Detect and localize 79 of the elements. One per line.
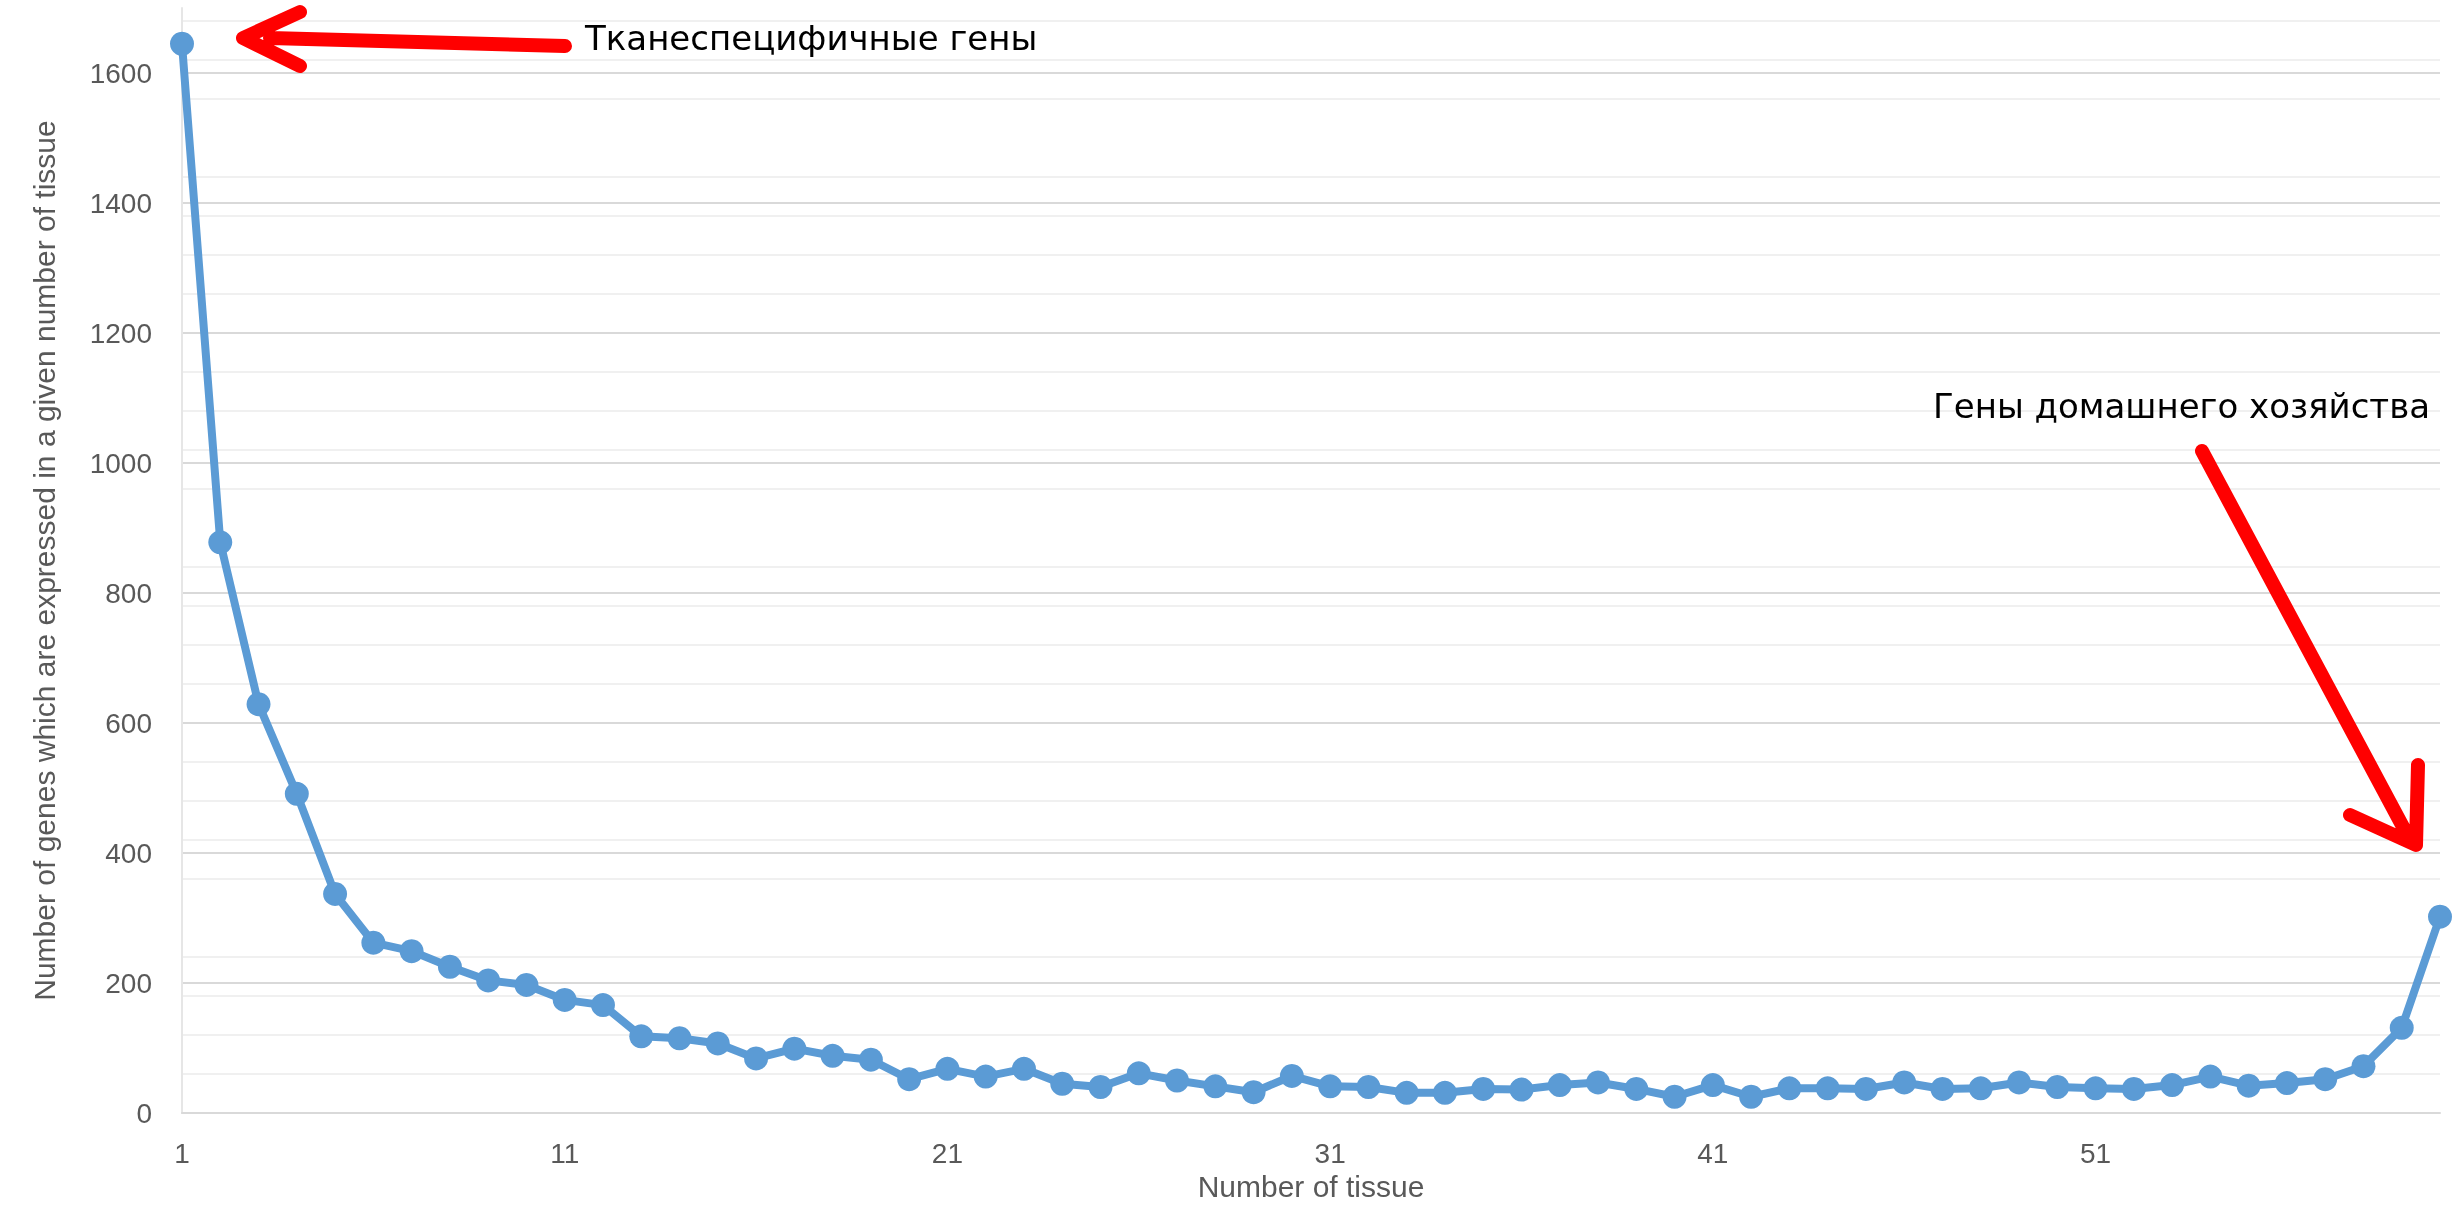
y-tick-label: 800 xyxy=(105,577,152,609)
point xyxy=(1547,1073,1572,1098)
point xyxy=(1968,1076,1993,1101)
point xyxy=(2083,1076,2108,1101)
point xyxy=(973,1064,998,1089)
point xyxy=(208,530,233,555)
point xyxy=(2428,904,2452,929)
point xyxy=(2351,1054,2376,1079)
point xyxy=(1011,1056,1036,1081)
point xyxy=(1930,1076,1955,1101)
point xyxy=(2007,1070,2032,1095)
point xyxy=(1815,1076,1840,1101)
point xyxy=(170,31,194,56)
point xyxy=(897,1067,922,1092)
point xyxy=(820,1043,845,1068)
point xyxy=(2313,1067,2338,1092)
x-tick-label: 11 xyxy=(550,1137,580,1169)
point xyxy=(1471,1076,1496,1101)
y-tick-label: 0 xyxy=(136,1097,152,1129)
point xyxy=(2389,1015,2414,1040)
point xyxy=(1509,1077,1534,1102)
point xyxy=(1050,1071,1075,1096)
x-tick-label: 31 xyxy=(1314,1137,1346,1169)
point xyxy=(323,881,348,906)
point xyxy=(1279,1063,1304,1088)
x-tick-label: 1 xyxy=(174,1137,190,1169)
x-tick-label: 51 xyxy=(2079,1137,2112,1169)
point xyxy=(514,972,539,997)
point xyxy=(2198,1064,2223,1089)
x-axis-title: Number of tissue xyxy=(1197,1170,1425,1204)
point xyxy=(1126,1061,1151,1086)
y-tick-label: 1600 xyxy=(89,57,152,89)
x-tick-label: 41 xyxy=(1697,1137,1729,1169)
point xyxy=(1088,1075,1113,1099)
annotation: Гены домашнего хозяйства xyxy=(1933,386,2430,426)
point xyxy=(1624,1076,1649,1101)
point xyxy=(1318,1074,1343,1099)
point xyxy=(1700,1073,1725,1098)
point xyxy=(1241,1080,1266,1105)
point xyxy=(1853,1076,1878,1101)
point xyxy=(1165,1068,1190,1093)
point xyxy=(2160,1073,2185,1098)
point xyxy=(1892,1070,1917,1095)
point xyxy=(1586,1070,1611,1095)
y-tick-label: 1200 xyxy=(89,317,152,349)
point xyxy=(744,1046,769,1071)
point xyxy=(667,1026,692,1051)
point xyxy=(1356,1075,1381,1099)
y-tick-label: 1000 xyxy=(89,447,152,479)
y-axis-title: Number of genes which are expressed in a given number of tissue xyxy=(27,120,61,1001)
y-tick-label: 600 xyxy=(105,707,152,739)
point xyxy=(1739,1084,1764,1109)
y-tick-label: 1400 xyxy=(89,187,152,219)
y-tick-label: 400 xyxy=(105,837,152,869)
point xyxy=(591,993,615,1018)
point xyxy=(1394,1080,1419,1105)
x-tick-label: 21 xyxy=(931,1137,963,1169)
point xyxy=(858,1047,883,1072)
point xyxy=(399,939,424,964)
point xyxy=(361,930,386,955)
point xyxy=(2236,1073,2261,1098)
annotation: Тканеспецифичные гены xyxy=(585,18,1038,58)
point xyxy=(1662,1084,1687,1109)
point xyxy=(246,692,271,717)
point xyxy=(284,781,309,806)
point xyxy=(629,1024,654,1049)
point xyxy=(1777,1076,1802,1101)
point xyxy=(476,968,501,993)
y-tick-label: 200 xyxy=(105,967,152,999)
point xyxy=(705,1031,730,1056)
point xyxy=(2121,1076,2146,1101)
point xyxy=(935,1056,960,1081)
point xyxy=(782,1036,807,1061)
point xyxy=(2045,1075,2070,1099)
point xyxy=(1432,1080,1457,1105)
point xyxy=(552,987,577,1012)
point xyxy=(2274,1071,2299,1096)
point xyxy=(1203,1074,1228,1099)
point xyxy=(437,954,462,979)
